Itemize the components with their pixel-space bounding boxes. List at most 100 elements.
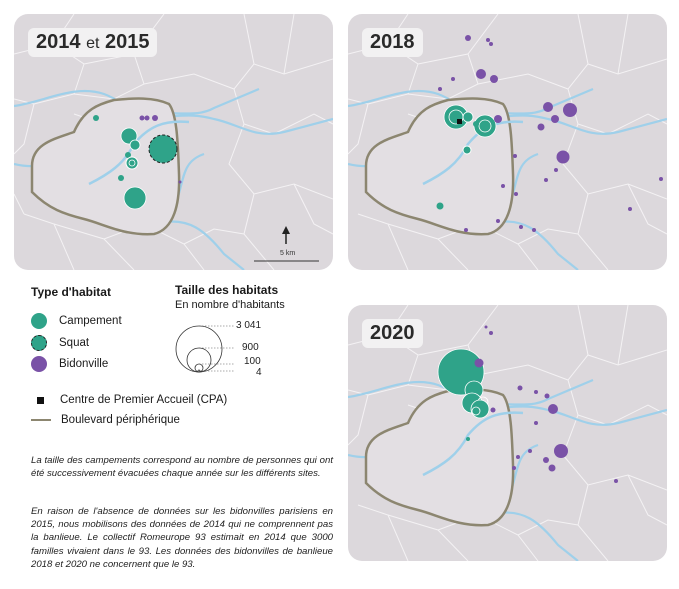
bidonville-legend-icon: [31, 356, 47, 372]
bidonville-marker: [534, 421, 538, 425]
year-label: 2018: [362, 28, 423, 57]
campement-marker: [125, 156, 139, 170]
campement-marker: [118, 175, 124, 181]
size-value-4: 4: [256, 367, 262, 378]
bidonville-marker: [544, 393, 550, 399]
bidonville-marker: [464, 228, 468, 232]
campement-marker: [128, 159, 136, 167]
legend-item-squat: Squat: [31, 335, 89, 351]
bidonville-marker: [544, 178, 548, 182]
bidonville-marker: [659, 177, 663, 181]
boulevard-peripherique: [364, 388, 515, 527]
legend-item-boulevard: Boulevard périphérique: [31, 414, 180, 426]
legend-label-bidonville: Bidonville: [59, 358, 109, 370]
legend-label-cpa: Centre de Premier Accueil (CPA): [60, 394, 228, 406]
campement-marker: [129, 139, 141, 151]
legend-item-bidonville: Bidonville: [31, 356, 108, 372]
map-panel-2018: 2018: [348, 14, 667, 270]
campement-marker: [93, 115, 99, 121]
year-connector: et: [86, 35, 100, 52]
bidonville-marker: [537, 123, 545, 131]
bidonville-marker: [490, 407, 496, 413]
year-label: 2020: [362, 319, 423, 348]
campement-marker: [470, 399, 490, 419]
habitat-markers: [436, 35, 663, 232]
bidonville-marker: [554, 168, 558, 172]
note-data-sources: En raison de l'absence de données sur le…: [31, 506, 333, 570]
bidonville-marker: [543, 102, 553, 112]
bidonville-marker: [548, 464, 556, 472]
bidonville-marker: [490, 75, 498, 83]
campement-marker: [462, 145, 472, 155]
bidonville-marker: [489, 331, 493, 335]
legend-size-subtitle: En nombre d'habitants: [175, 299, 285, 311]
campement-marker: [123, 186, 147, 210]
year-label: 2014 et 2015: [28, 28, 158, 57]
bidonville-marker: [484, 325, 488, 329]
map-panel-2020: 2020: [348, 305, 667, 561]
bidonville-marker: [556, 150, 570, 164]
scale-label: 5 km: [280, 250, 296, 257]
north-arrow: [282, 226, 290, 244]
bidonville-marker: [144, 115, 150, 121]
bidonville-marker: [178, 180, 182, 184]
squat-legend-icon: [31, 335, 47, 351]
bidonville-marker: [532, 228, 536, 232]
legend-label-squat: Squat: [59, 337, 90, 349]
year-2014: 2014: [36, 31, 81, 53]
note-campement-size: La taille des campements correspond au n…: [31, 455, 333, 480]
bidonville-marker: [486, 38, 490, 42]
bidonville-marker: [489, 42, 493, 46]
bidonville-marker: [517, 385, 523, 391]
bidonville-marker: [548, 404, 558, 414]
bidonville-marker: [139, 115, 145, 121]
bidonville-marker: [513, 154, 517, 158]
bidonville-marker: [554, 444, 568, 458]
bidonville-marker: [152, 115, 158, 121]
size-value-3041: 3 041: [236, 320, 262, 331]
campement-marker: [125, 152, 131, 158]
cpa-legend-icon: [37, 396, 44, 404]
cpa-marker: [457, 119, 462, 124]
habitat-markers: [93, 115, 182, 210]
size-circle-3041: [175, 325, 223, 373]
campement-marker: [471, 406, 481, 416]
legend-label-boulevard: Boulevard périphérique: [61, 414, 180, 426]
campement-marker: [478, 119, 492, 133]
bidonville-marker: [476, 69, 486, 79]
size-circle-900: [186, 347, 212, 373]
map-panel-2014-2015: 2014 et 2015 5 km: [14, 14, 333, 270]
map-2020: [348, 305, 667, 561]
bidonville-marker: [534, 390, 538, 394]
size-value-100: 100: [244, 356, 261, 367]
bidonville-marker: [543, 457, 549, 463]
bidonville-marker: [451, 77, 455, 81]
bidonville-marker: [496, 219, 500, 223]
campement-marker: [436, 202, 444, 210]
habitat-markers: [437, 325, 618, 483]
year-2015: 2015: [104, 31, 150, 53]
legend-item-campement: Campement: [31, 313, 122, 329]
legend-size-title: Taille des habitats: [175, 283, 279, 297]
bidonville-marker: [501, 184, 505, 188]
legend-label-campement: Campement: [59, 315, 122, 327]
bidonville-marker: [528, 449, 532, 453]
map-2014-2015: [14, 14, 333, 270]
bidonville-marker: [512, 466, 516, 470]
bidonville-marker: [563, 103, 577, 117]
map-2018: [348, 14, 667, 270]
campement-marker: [473, 121, 479, 127]
bidonville-marker: [514, 192, 518, 196]
legend-type-title: Type d'habitat: [31, 285, 111, 299]
size-value-900: 900: [242, 342, 259, 353]
bidonville-marker: [551, 115, 559, 123]
bidonville-marker: [519, 225, 523, 229]
campement-marker: [466, 437, 470, 441]
bidonville-marker: [614, 479, 618, 483]
bidonville-marker: [516, 455, 520, 459]
seine: [422, 411, 524, 477]
bidonville-marker: [465, 35, 471, 41]
campement-legend-icon: [31, 313, 47, 329]
size-legend-circles: [175, 325, 234, 373]
bidonville-marker: [628, 207, 632, 211]
